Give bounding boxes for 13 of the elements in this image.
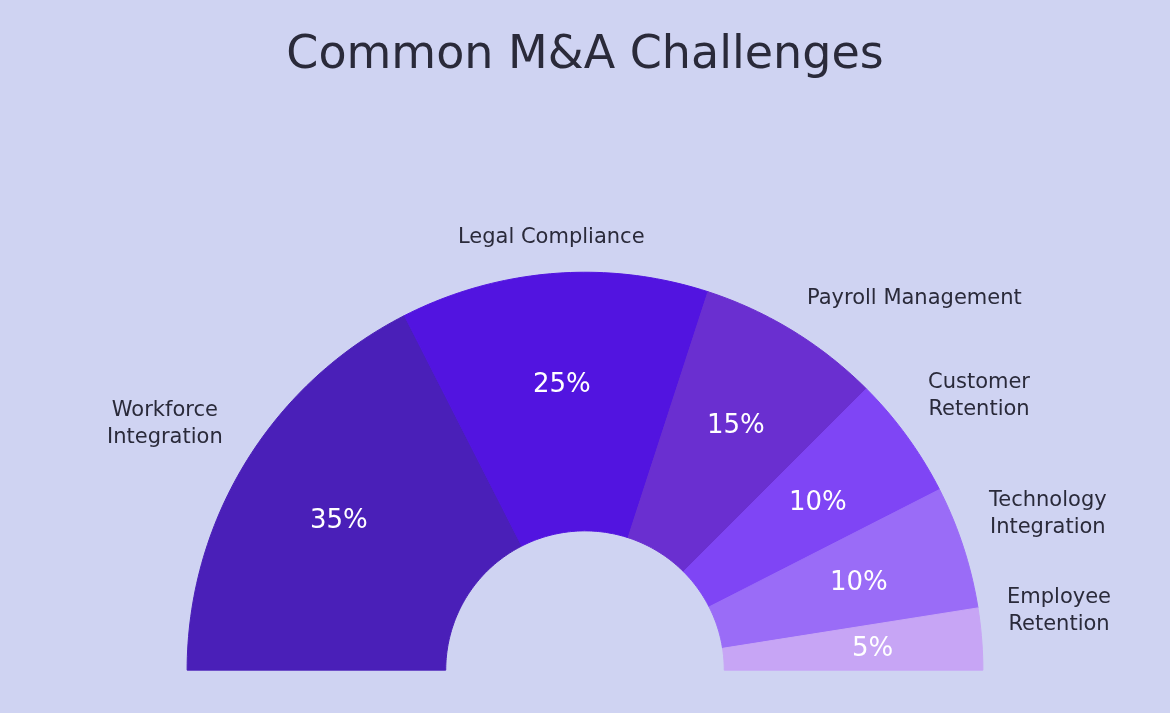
data-label: 35% <box>310 504 368 534</box>
slice-label: Customer Retention <box>928 369 1031 421</box>
data-label: 10% <box>830 566 888 596</box>
slice-label: Technology Integration <box>988 487 1107 539</box>
data-label: 25% <box>533 368 591 398</box>
slice-label: Payroll Management <box>807 285 1022 309</box>
slice-label: Employee Retention <box>1007 584 1112 636</box>
slice-label: Legal Compliance <box>458 224 645 248</box>
data-label: 10% <box>789 486 847 516</box>
data-label: 5% <box>852 632 894 662</box>
chart-title: Common M&A Challenges <box>286 24 884 79</box>
data-label: 15% <box>707 409 765 439</box>
slice-label: Workforce Integration <box>107 397 223 449</box>
